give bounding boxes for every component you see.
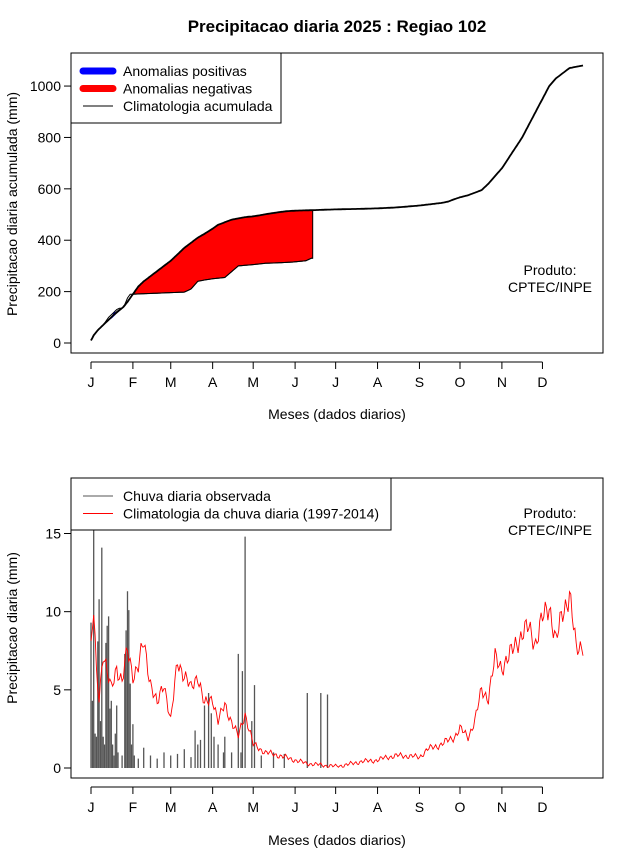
x-tick-label: M: [247, 799, 259, 815]
y-tick-label: 0: [53, 760, 61, 776]
credit-line-2: CPTEC/INPE: [508, 279, 592, 295]
x-tick-label: M: [165, 799, 177, 815]
credit-line-2: CPTEC/INPE: [508, 522, 592, 538]
y-tick-label: 400: [38, 232, 62, 248]
x-tick-label: J: [88, 799, 95, 815]
x-axis-label: Meses (dados diarios): [268, 832, 406, 848]
x-tick-label: J: [292, 799, 299, 815]
y-tick-label: 200: [38, 284, 62, 300]
x-tick-label: J: [332, 799, 339, 815]
daily-bars: [90, 528, 329, 768]
x-tick-label: N: [497, 374, 507, 390]
x-tick-label: F: [129, 374, 138, 390]
cumulative-panel: 0 200 400 600 800 1000 J F M A M J J A S O N D Precipita…: [4, 52, 604, 422]
figure-title: Precipitacao diaria 2025 : Regiao 102: [188, 17, 487, 36]
x-tick-label: J: [88, 374, 95, 390]
legend-label: Climatologia da chuva diaria (1997-2014): [123, 506, 379, 522]
daily-climatology-line: [90, 590, 584, 768]
x-tick-label: A: [373, 374, 383, 390]
credit-line-1: Produto:: [524, 262, 577, 278]
x-tick-label: D: [537, 374, 547, 390]
x-axis-label: Meses (dados diarios): [268, 406, 406, 422]
negative-anomaly-area: [90, 209, 314, 341]
y-tick-label: 0: [53, 335, 61, 351]
x-tick-label: N: [497, 799, 507, 815]
y-tick-label: 1000: [30, 78, 61, 94]
legend-label: Climatologia acumulada: [123, 98, 273, 114]
credit-line-1: Produto:: [524, 505, 577, 521]
x-tick-label: J: [292, 374, 299, 390]
anomaly-fills: [90, 209, 314, 341]
y-axis-label: Precipitacao diaria (mm): [4, 552, 20, 704]
x-tick-label: A: [208, 799, 218, 815]
legend-box: [70, 477, 392, 531]
daily-climatology: [90, 590, 584, 768]
legend-label: Anomalias negativas: [123, 81, 252, 97]
climatology-cumulative-line: [90, 64, 584, 341]
x-tick-label: O: [455, 799, 466, 815]
y-tick-label: 600: [38, 181, 62, 197]
observed-cumulative-line: [90, 257, 313, 341]
cumulative-lines: [90, 64, 584, 341]
x-tick-label: F: [129, 799, 138, 815]
x-tick-label: M: [165, 374, 177, 390]
y-axis-label: Precipitacao diaria acumulada (mm): [4, 92, 20, 316]
y-tick-label: 5: [53, 682, 61, 698]
x-tick-label: M: [247, 374, 259, 390]
legend-label: Anomalias positivas: [123, 63, 247, 79]
x-tick-label: J: [332, 374, 339, 390]
legend: Chuva diaria observada Climatologia da ch…: [70, 477, 392, 531]
x-tick-label: S: [415, 799, 424, 815]
x-tick-label: O: [455, 374, 466, 390]
y-axis: 0 200 400 600 800 1000: [30, 78, 72, 351]
y-axis: 0 5 10 15: [45, 526, 72, 776]
daily-panel: 0 5 10 15 J F M A M J J A S O N D Precipitacao diaria …: [4, 477, 604, 848]
y-tick-label: 800: [38, 129, 62, 145]
x-tick-label: D: [537, 799, 547, 815]
y-tick-label: 15: [45, 526, 61, 542]
x-tick-label: A: [208, 374, 218, 390]
y-tick-label: 10: [45, 604, 61, 620]
legend-label: Chuva diaria observada: [123, 488, 271, 504]
legend: Anomalias positivas Anomalias negativasCl…: [70, 52, 282, 124]
x-tick-label: A: [373, 799, 383, 815]
x-tick-label: S: [415, 374, 424, 390]
